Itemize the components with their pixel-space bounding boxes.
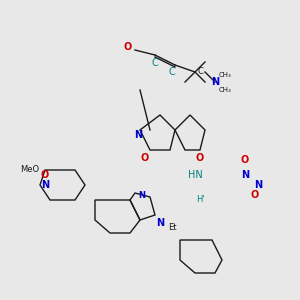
Text: HN: HN	[188, 170, 202, 180]
Text: Et: Et	[168, 223, 176, 232]
Text: N: N	[41, 180, 49, 190]
Text: N: N	[254, 180, 262, 190]
Text: O: O	[251, 190, 259, 200]
Text: O: O	[41, 170, 49, 180]
Text: N: N	[241, 170, 249, 180]
Text: O: O	[141, 153, 149, 163]
Text: CH₃: CH₃	[219, 72, 231, 78]
Text: O: O	[124, 42, 132, 52]
Text: C: C	[169, 67, 176, 77]
Text: C: C	[152, 58, 158, 68]
Text: O: O	[241, 155, 249, 165]
Text: O: O	[196, 153, 204, 163]
Text: MeO: MeO	[20, 166, 40, 175]
Text: N: N	[134, 130, 142, 140]
Text: N: N	[139, 190, 145, 200]
Text: N: N	[156, 218, 164, 228]
Text: CH₃: CH₃	[219, 87, 231, 93]
Text: H': H'	[196, 196, 204, 205]
Text: N: N	[211, 77, 219, 87]
Text: C: C	[197, 68, 203, 76]
